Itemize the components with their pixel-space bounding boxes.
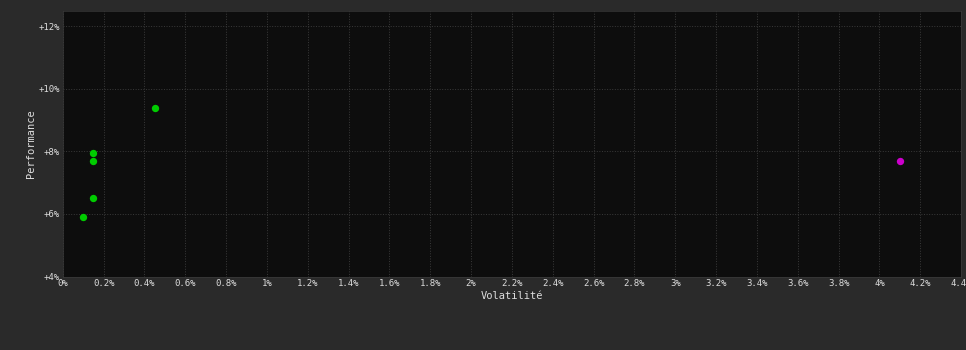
Point <box>86 195 101 201</box>
Point <box>86 158 101 163</box>
Point <box>893 158 908 163</box>
Point <box>147 105 162 110</box>
Point <box>75 214 91 220</box>
Point <box>86 150 101 156</box>
Y-axis label: Performance: Performance <box>26 109 36 178</box>
X-axis label: Volatilité: Volatilité <box>481 291 543 301</box>
